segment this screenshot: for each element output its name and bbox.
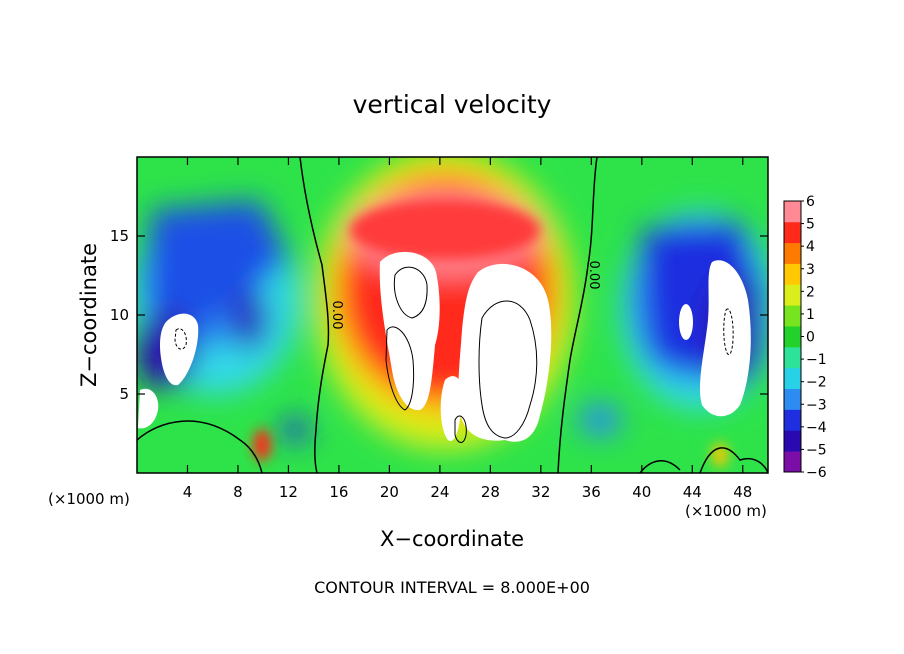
colorbar-label: 4 [806,239,815,255]
x-axis: 4 8 12 16 20 24 28 32 36 40 44 48 [183,157,752,501]
x-tick-label: 4 [183,483,193,501]
y-tick-label: 5 [119,385,129,403]
colorbar-swatch [784,221,801,244]
colorbar-label: 2 [806,284,815,300]
colorbar-swatch [784,409,801,431]
colorbar-swatch [784,305,801,327]
chart-title: vertical velocity [353,90,552,119]
colorbar: 6 5 4 3 2 1 0 −1 −2 −3 −4 −5 −6 [783,194,827,481]
x-unit-right: (×1000 m) [685,502,767,520]
y-axis-label: Z−coordinate [77,243,101,387]
contour-lines [137,157,768,473]
contour-label-left: 0.00 [329,301,344,330]
colorbar-label: 5 [806,217,815,233]
colorbar-swatch [784,201,801,223]
colorbar-swatch [784,263,801,285]
colorbar-label: −4 [806,420,827,436]
colorbar-label: −5 [806,442,827,458]
x-tick-label: 24 [430,483,449,501]
y-tick-label: 15 [110,227,129,245]
colorbar-swatch [784,451,801,473]
colorbar-label: −6 [806,465,827,481]
colorbar-swatch [784,367,801,390]
x-tick-label: 36 [582,483,601,501]
x-tick-label: 44 [683,483,702,501]
colorbar-swatch [784,346,801,369]
colorbar-label: −1 [806,352,827,368]
x-tick-label: 20 [380,483,399,501]
colorbar-label: 6 [806,194,815,210]
colorbar-label: −2 [806,375,827,391]
colorbar-label: 0 [806,330,815,346]
x-tick-label: 48 [733,483,752,501]
colorbar-swatch [784,326,801,348]
colorbar-swatch [784,430,801,452]
x-tick-label: 32 [531,483,550,501]
colorbar-label: −3 [806,397,827,413]
contour-label-right: 0.00 [586,261,601,290]
colorbar-label: 3 [806,262,815,278]
x-axis-label: X−coordinate [380,527,524,551]
x-tick-label: 40 [632,483,651,501]
contour-interval-note: CONTOUR INTERVAL = 8.000E+00 [314,578,590,597]
x-unit-left: (×1000 m) [48,490,130,508]
colorbar-swatch [784,284,801,306]
y-tick-label: 10 [110,306,129,324]
colorbar-swatch [784,242,801,264]
colorbar-swatch [784,388,801,410]
colorbar-label: 1 [806,307,815,323]
x-tick-label: 8 [233,483,243,501]
x-tick-label: 12 [279,483,298,501]
x-tick-label: 28 [481,483,500,501]
y-axis: 5 10 15 [110,227,768,403]
velocity-field [137,157,768,473]
x-tick-label: 16 [329,483,348,501]
